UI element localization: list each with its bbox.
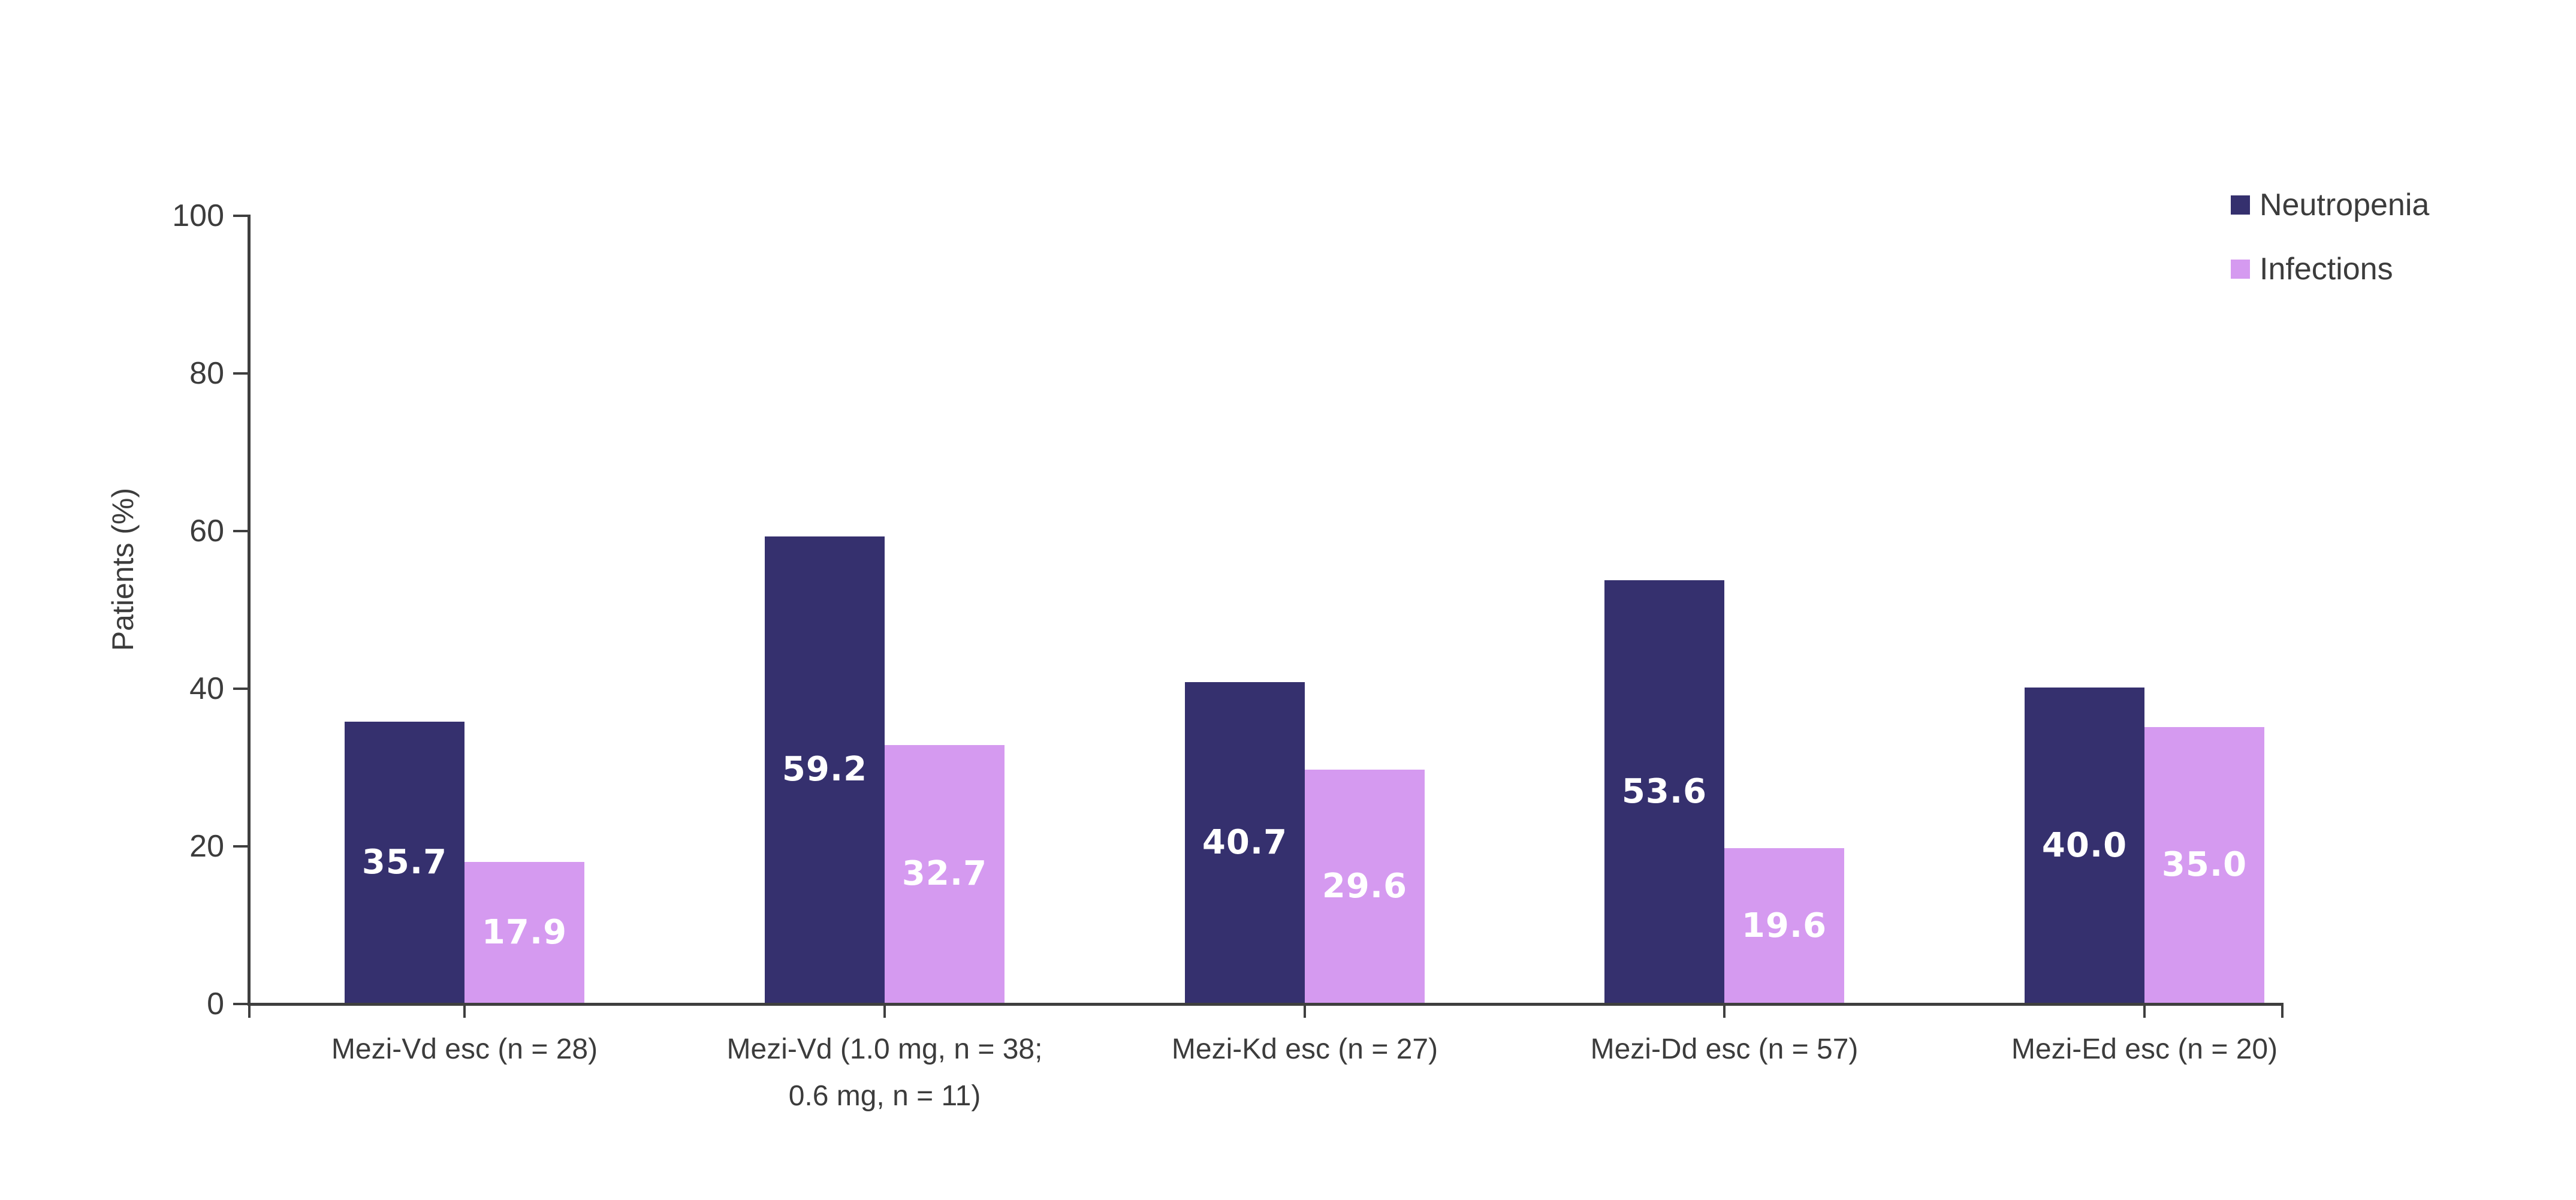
y-axis-title: Patients (%): [106, 487, 140, 652]
x-tick: [248, 1006, 251, 1018]
y-tick-label: 40: [189, 671, 224, 706]
bar-neutropenia: [1185, 682, 1305, 1003]
category-label: Mezi-Dd esc (n = 57): [1590, 1033, 1859, 1065]
category-label: Mezi-Kd esc (n = 27): [1171, 1033, 1438, 1065]
x-tick: [2281, 1006, 2284, 1018]
x-tick: [2143, 1006, 2146, 1018]
y-tick-label: 100: [172, 198, 224, 233]
category-label: Mezi-Ed esc (n = 20): [2011, 1033, 2278, 1065]
legend-item-neutropenia: Neutropenia: [2231, 188, 2430, 222]
x-tick: [883, 1006, 886, 1018]
bar-neutropenia: [345, 721, 464, 1003]
y-tick-label: 80: [189, 356, 224, 391]
x-tick: [1304, 1006, 1306, 1018]
y-tick: [233, 530, 248, 532]
bar-value-label: 53.6: [1621, 772, 1708, 812]
bar-neutropenia: [2025, 688, 2144, 1003]
y-tick: [233, 688, 248, 690]
y-tick-label: 20: [189, 829, 224, 864]
y-axis-line: [248, 215, 251, 1006]
bar-infections: [1305, 769, 1425, 1003]
legend-label-neutropenia: Neutropenia: [2260, 188, 2430, 222]
x-tick: [463, 1006, 466, 1018]
y-tick-label: 60: [189, 514, 224, 548]
y-tick: [233, 215, 248, 217]
bar-value-label: 35.7: [361, 842, 448, 882]
bar-infections: [885, 744, 1005, 1003]
legend-label-infections: Infections: [2260, 252, 2393, 287]
bar-value-label: 40.7: [1202, 822, 1288, 862]
x-axis-line: [248, 1003, 2284, 1006]
y-tick: [233, 845, 248, 848]
neutropenia-swatch-icon: [2231, 195, 2250, 215]
infections-swatch-icon: [2231, 260, 2250, 279]
bar-value-label: 40.0: [2041, 825, 2128, 865]
bar-infections: [2144, 726, 2264, 1003]
y-tick: [233, 372, 248, 375]
legend: Neutropenia Infections: [2231, 188, 2430, 318]
bar-value-label: 29.6: [1322, 866, 1408, 906]
category-label: Mezi-Vd (1.0 mg, n = 38; 0.6 mg, n = 11): [726, 1033, 1043, 1112]
bar-infections: [1724, 848, 1844, 1003]
bar-neutropenia: [1604, 580, 1724, 1003]
bar-infections: [464, 861, 584, 1003]
category-label: Mezi-Vd esc (n = 28): [331, 1033, 598, 1065]
y-tick-label: 0: [207, 987, 224, 1021]
bar-value-label: 19.6: [1741, 906, 1827, 945]
x-tick: [1723, 1006, 1726, 1018]
legend-item-infections: Infections: [2231, 252, 2429, 287]
bar-value-label: 32.7: [901, 854, 988, 894]
bar-neutropenia: [765, 536, 885, 1003]
bar-value-label: 59.2: [782, 750, 868, 789]
y-tick: [233, 1003, 248, 1005]
bar-value-label: 35.0: [2161, 845, 2248, 885]
bar-value-label: 17.9: [481, 912, 568, 952]
